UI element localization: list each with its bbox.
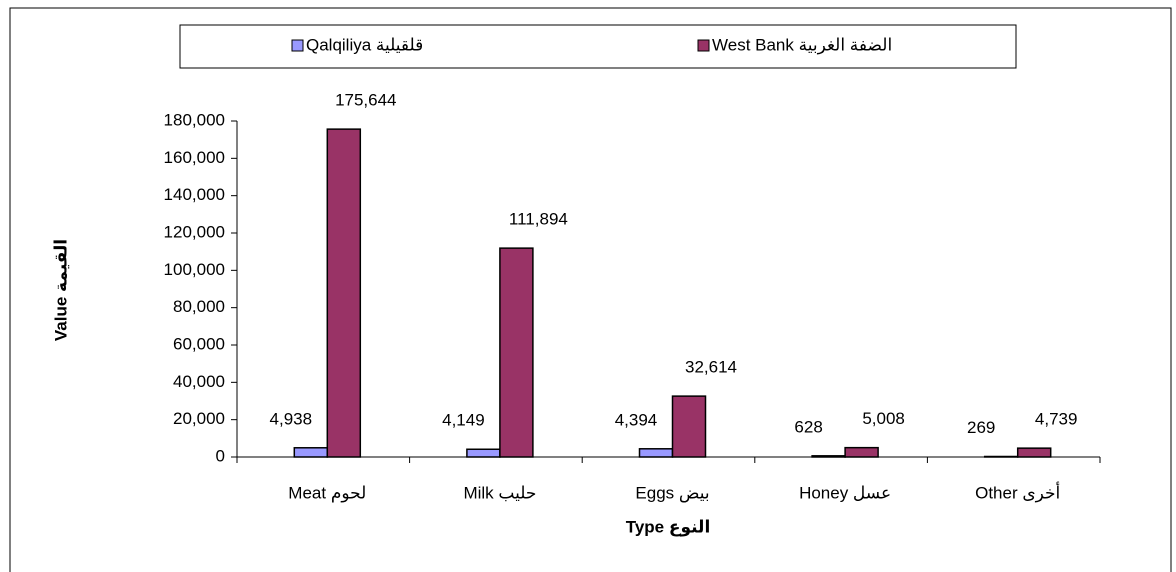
x-tick-label: لحوم Meat bbox=[288, 483, 366, 502]
y-tick-label: 160,000 bbox=[164, 148, 225, 167]
value-label: 4,739 bbox=[1035, 410, 1078, 429]
chart-frame bbox=[9, 7, 1172, 572]
y-tick-label: 80,000 bbox=[173, 297, 225, 316]
y-tick-label: 180,000 bbox=[164, 110, 225, 129]
y-tick-label: 100,000 bbox=[164, 260, 225, 279]
value-label: 4,149 bbox=[442, 411, 485, 430]
x-axis-title: النوع Type bbox=[626, 517, 711, 537]
value-label: 628 bbox=[794, 417, 822, 436]
bar bbox=[671, 395, 707, 458]
y-tick-label: 0 bbox=[216, 446, 225, 465]
y-tick-label: 20,000 bbox=[173, 409, 225, 428]
x-tick-label: أخرى Other bbox=[975, 481, 1060, 502]
y-tick-label: 120,000 bbox=[164, 222, 225, 241]
value-label: 4,394 bbox=[615, 410, 658, 429]
value-label: 175,644 bbox=[335, 91, 396, 110]
legend-swatch bbox=[697, 39, 710, 52]
x-tick-label: عسل Honey bbox=[799, 483, 891, 502]
y-tick-label: 140,000 bbox=[164, 185, 225, 204]
value-label: 4,938 bbox=[270, 409, 313, 428]
bar bbox=[983, 455, 1019, 458]
y-axis-title: Value القيمة bbox=[51, 239, 70, 341]
value-label: 5,008 bbox=[862, 409, 905, 428]
y-tick-label: 60,000 bbox=[173, 334, 225, 353]
bar bbox=[293, 447, 329, 458]
bar bbox=[466, 448, 501, 458]
value-label: 32,614 bbox=[685, 358, 737, 377]
bar bbox=[844, 446, 879, 458]
value-label: 269 bbox=[967, 418, 995, 437]
legend-label: Qalqiliya قلقيلية bbox=[306, 35, 423, 54]
legend-label: West Bank الضفة الغربية bbox=[712, 35, 892, 54]
y-tick-label: 40,000 bbox=[173, 372, 225, 391]
x-tick-label: بيض Eggs bbox=[635, 483, 709, 502]
x-tick-label: حليب Milk bbox=[463, 483, 536, 502]
bar bbox=[499, 247, 534, 458]
bar bbox=[326, 128, 362, 458]
legend-box bbox=[179, 24, 1017, 69]
bar bbox=[638, 448, 674, 458]
bar bbox=[1016, 447, 1052, 458]
legend-swatch bbox=[291, 39, 304, 52]
bar bbox=[811, 455, 846, 458]
value-label: 111,894 bbox=[509, 210, 568, 229]
